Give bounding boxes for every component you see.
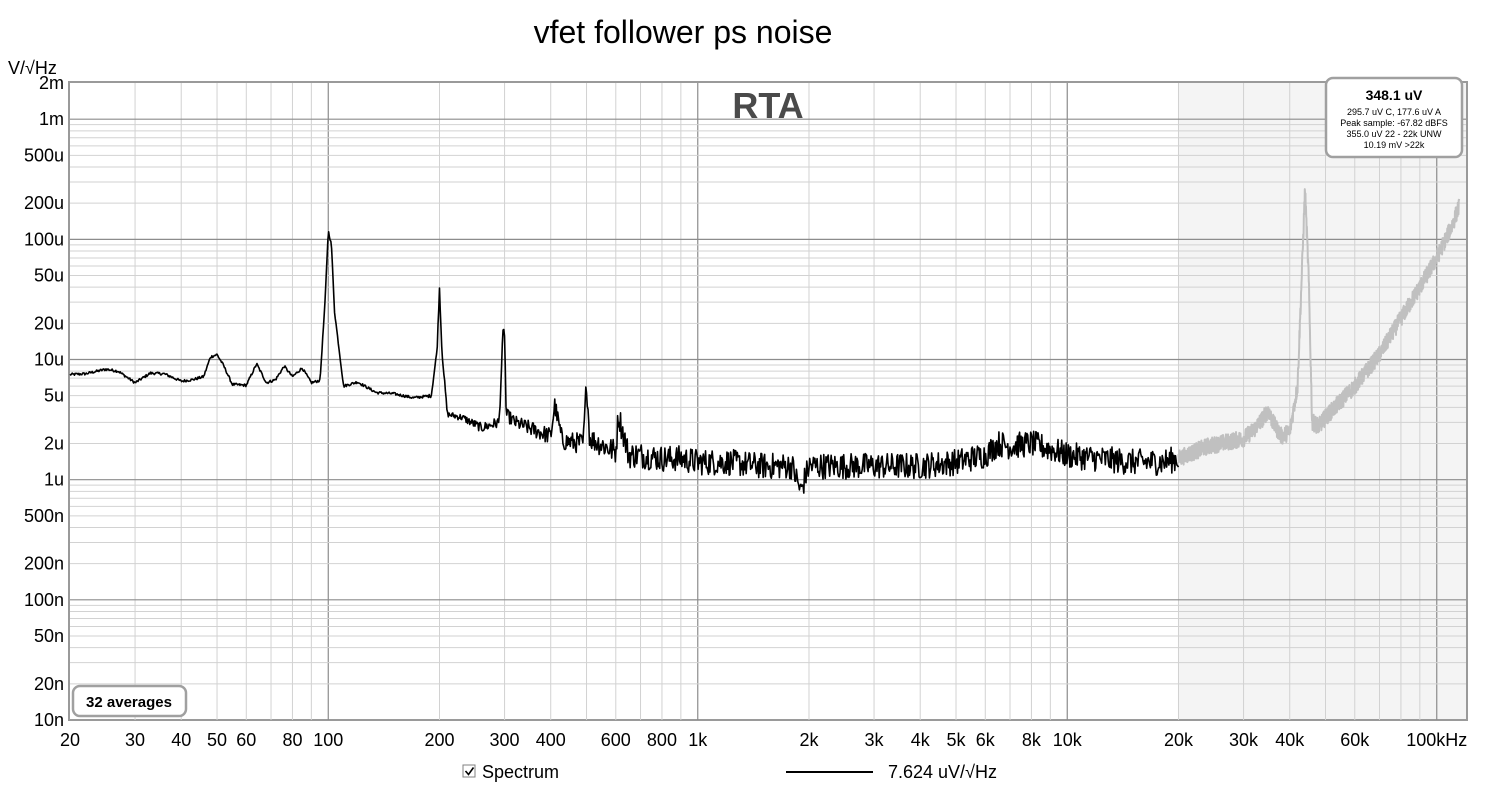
x-tick-label: 6k [976, 730, 996, 750]
y-tick-label: 5u [44, 386, 64, 406]
legend-value-label: 7.624 uV/√Hz [888, 762, 997, 782]
y-tick-label: 100n [24, 590, 64, 610]
rta-label: RTA [732, 85, 803, 126]
averages-label: 32 averages [86, 694, 172, 711]
y-tick-label: 50u [34, 266, 64, 286]
x-tick-label: 4k [911, 730, 931, 750]
x-tick-label: 100 [313, 730, 343, 750]
y-tick-label: 200n [24, 554, 64, 574]
x-tick-label: 10k [1053, 730, 1083, 750]
y-tick-label: 10n [34, 710, 64, 730]
x-tick-label: 80 [282, 730, 302, 750]
x-tick-label: 60 [236, 730, 256, 750]
y-tick-label: 20n [34, 674, 64, 694]
grid-lines [70, 83, 1466, 720]
x-tick-label: 200 [424, 730, 454, 750]
info-main-value: 348.1 uV [1366, 87, 1423, 103]
x-tick-label: 60k [1340, 730, 1370, 750]
x-tick-label: 2k [799, 730, 819, 750]
x-tick-label: 30k [1229, 730, 1259, 750]
x-tick-label: 600 [601, 730, 631, 750]
y-tick-label: 20u [34, 313, 64, 333]
chart-title: vfet follower ps noise [534, 14, 833, 50]
legend: Spectrum 7.624 uV/√Hz [462, 762, 997, 782]
x-tick-label: 5k [947, 730, 967, 750]
y-tick-label: 1u [44, 470, 64, 490]
series-layer [69, 188, 1461, 494]
x-tick-label: 8k [1022, 730, 1042, 750]
x-tick-label: 300 [490, 730, 520, 750]
y-tick-label: 100u [24, 229, 64, 249]
spectrum-checkbox[interactable] [462, 764, 476, 778]
y-tick-label: 500n [24, 506, 64, 526]
x-tick-label: 40k [1275, 730, 1305, 750]
y-tick-label: 2u [44, 433, 64, 453]
y-tick-label: 1m [39, 109, 64, 129]
x-tick-label: 20 [60, 730, 80, 750]
y-tick-label: 200u [24, 193, 64, 213]
y-axis-label: V/√Hz [8, 58, 57, 78]
info-line-3: 355.0 uV 22 - 22k UNW [1346, 129, 1442, 139]
x-tick-label: 3k [865, 730, 885, 750]
y-tick-labels: 2m 1m 500u 200u 100u 50u 20u 10u 5u 2u 1u 500n 200n 1… [24, 73, 64, 730]
series-line-spectrum [69, 231, 1180, 494]
x-tick-label: 50 [207, 730, 227, 750]
y-tick-label: 10u [34, 350, 64, 370]
x-tick-label: 100kHz [1406, 730, 1467, 750]
x-tick-label: 30 [125, 730, 145, 750]
info-line-1: 295.7 uV C, 177.6 uV A [1347, 107, 1441, 117]
x-tick-labels: 20 30 40 50 60 80 100 200 300 400 600 800 1k 2k 3k 4k 5k… [60, 730, 1467, 750]
info-box[interactable]: 348.1 uV 295.7 uV C, 177.6 uV A Peak sam… [1324, 76, 1464, 159]
x-tick-label: 400 [536, 730, 566, 750]
checkmark-icon [464, 767, 475, 776]
y-tick-label: 50n [34, 626, 64, 646]
legend-series-label: Spectrum [482, 762, 559, 782]
info-line-4: 10.19 mV >22k [1364, 140, 1425, 150]
series-line-out-of-band [1177, 188, 1461, 466]
averages-box[interactable]: 32 averages [71, 684, 188, 718]
x-tick-label: 40 [171, 730, 191, 750]
info-line-2: Peak sample: -67.82 dBFS [1340, 118, 1448, 128]
y-tick-label: 2m [39, 73, 64, 93]
out-of-band-shade [1178, 83, 1466, 719]
x-tick-label: 1k [688, 730, 708, 750]
x-tick-label: 20k [1164, 730, 1194, 750]
x-tick-label: 800 [647, 730, 677, 750]
y-tick-label: 500u [24, 145, 64, 165]
